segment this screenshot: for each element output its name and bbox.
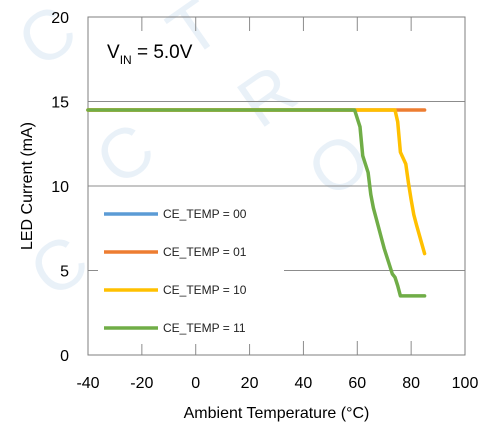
y-tick-label: 10 [51,179,69,196]
series-layer [86,108,427,298]
x-tick-label: -20 [130,375,153,392]
y-tick-label: 20 [51,10,69,27]
x-tick-label: 40 [295,375,313,392]
plot-frame [87,16,466,356]
y-tick-label: 5 [60,264,69,281]
y-axis-title: LED Current (mA) [19,122,36,250]
legend-label: CE_TEMP = 10 [163,283,247,297]
series-line-10 [86,108,427,256]
x-tick-label: 80 [402,375,420,392]
y-tick-label: 15 [51,95,69,112]
x-tick-label: 100 [452,375,479,392]
legend-label: CE_TEMP = 11 [163,321,246,335]
legend: CE_TEMP = 00 CE_TEMP = 01 CE_TEMP = 10 CE_T… [98,196,284,344]
tick-labels: -40 -20 0 20 40 60 80 100 0 5 10 15 20 [51,10,478,392]
watermark-glyph: C [4,0,90,82]
vin-annotation: VIN = 5.0V [107,42,193,67]
legend-label: CE_TEMP = 00 [163,207,247,221]
watermark-glyph: R [224,49,310,142]
series-line-11 [86,108,427,298]
x-tick-label: 20 [241,375,259,392]
legend-label: CE_TEMP = 01 [163,245,247,259]
x-axis-title: Ambient Temperature (°C) [184,405,370,422]
x-tick-label: -40 [76,375,99,392]
vin-label: VIN = 5.0V [107,42,193,67]
axes [87,16,466,356]
x-tick-label: 60 [348,375,366,392]
y-tick-label: 0 [60,348,69,365]
legend-box [98,196,284,344]
x-tick-label: 0 [191,375,200,392]
